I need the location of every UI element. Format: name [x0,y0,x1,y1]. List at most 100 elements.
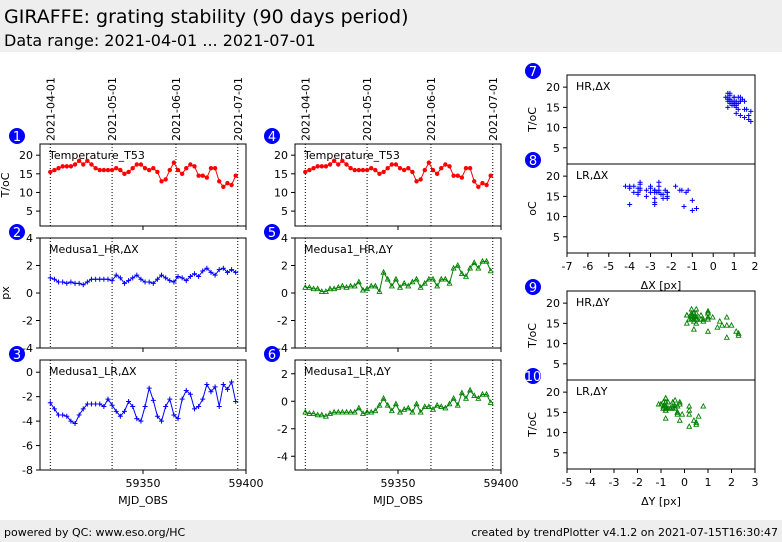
lr_dx-point [150,397,156,403]
scatter-point [693,419,700,425]
lr_dx-line [49,380,237,425]
lr_dy-point [339,408,346,415]
scatter-point [704,307,712,314]
lr_dx-point [167,396,173,402]
x-axis-label: ΔX [px] [641,279,682,292]
hr_dx-point [196,274,202,279]
hr_dx-point [175,274,181,279]
scatter-point [637,181,643,187]
lr_dx-point [154,413,160,419]
lr_dy-point [380,395,387,401]
scatter-point [652,187,658,193]
temp-point [385,166,390,171]
y-axis-label: oC [526,201,539,216]
lr_dy-point [355,404,362,411]
lr_dy-point [302,408,309,415]
temp-point [323,164,329,169]
hr_dy-point [306,284,313,290]
x-tick-label: -3 [645,260,656,273]
y-axis-label: T/oC [526,323,539,349]
scatter-point [735,330,742,336]
y-tick-label: 5 [26,205,33,218]
scatter-point [643,193,649,199]
scatter-point [688,305,695,312]
scatter-point [685,187,691,193]
temp-point [138,162,144,167]
scatter-point [725,104,731,110]
y-tick-label: 10 [546,122,560,135]
hr_dy-point [355,278,362,285]
hr_dy-point [380,268,387,275]
lr_dx-point [187,391,193,397]
scatter-point [683,319,690,326]
lr_dy-point [343,408,350,415]
temp-point [389,162,395,167]
lr_dx-point [138,418,144,424]
lr_dx-point [47,400,53,406]
scatter-point [714,323,721,330]
panel-badge-5 [264,224,280,240]
y-tick-label: -2 [22,391,33,404]
temp-point [229,182,234,188]
temp-point [336,162,341,167]
hr_dy-point [438,275,445,282]
temp-point [225,180,230,186]
hr_dy-point [331,285,338,292]
lr_dx-point [208,389,214,395]
temp-point [89,162,94,167]
panel-badge-1 [9,128,25,144]
temp-point [118,167,123,173]
scatter-title: LR,ΔY [576,385,608,398]
scatter-point [697,311,705,318]
lr_dy-line [305,389,492,417]
scatter-point [655,400,662,407]
scatter-title: LR,ΔX [576,169,609,182]
temp-point [418,177,423,182]
temp-point [352,167,357,173]
hr_dy-point [421,279,428,286]
scatter-point [664,195,670,201]
scatter-point [667,404,674,411]
temp-point [134,162,140,167]
temp-point [401,167,407,173]
hr_dy-point [322,288,329,294]
panel-title: Medusa1_HR,ΔX [49,243,139,256]
y-tick-label: 5 [553,358,560,371]
y-tick-label: 20 [546,81,560,94]
y-tick-label: 0 [26,287,33,300]
lr_dy-point [442,404,449,411]
lr_dy-point [384,401,391,408]
scatter-point [676,417,683,423]
panel-title: Medusa1_LR,ΔY [304,365,391,378]
created-by: created by trendPlotter v4.1.2 on 2021-0… [471,526,778,539]
y-tick-label: -2 [22,315,33,328]
scatter-point [728,321,735,328]
hr_dy-point [475,264,482,271]
hr_dy-point [335,284,342,290]
scatter-point [704,313,712,320]
scatter-point [746,117,752,122]
lr_dy-point [376,401,383,408]
temp-point [484,182,489,188]
lr_dy-point [425,403,432,409]
temp-point [430,167,436,173]
y-axis-label: px [0,286,12,300]
hr_dx-point [105,276,111,282]
temp-point [451,173,456,178]
temp-point [167,167,172,173]
hr_dx-point [76,280,82,286]
scatter-point [673,183,679,189]
temp-point [472,179,477,184]
panel-number: 3 [13,348,21,363]
y-tick-label: -4 [22,415,33,428]
footer-bar: powered by QC: www.eso.org/HC created by… [0,520,782,542]
hr_dy-point [442,275,449,282]
lr_dx-point [212,384,218,390]
lr_dx-point [101,403,107,409]
lr_dy-point [434,401,441,408]
scatter-point [723,313,730,320]
y-tick-label: 10 [546,338,560,351]
panel-number: 6 [268,348,276,363]
panel-badge-4 [264,128,280,144]
scatter-point [735,106,741,112]
